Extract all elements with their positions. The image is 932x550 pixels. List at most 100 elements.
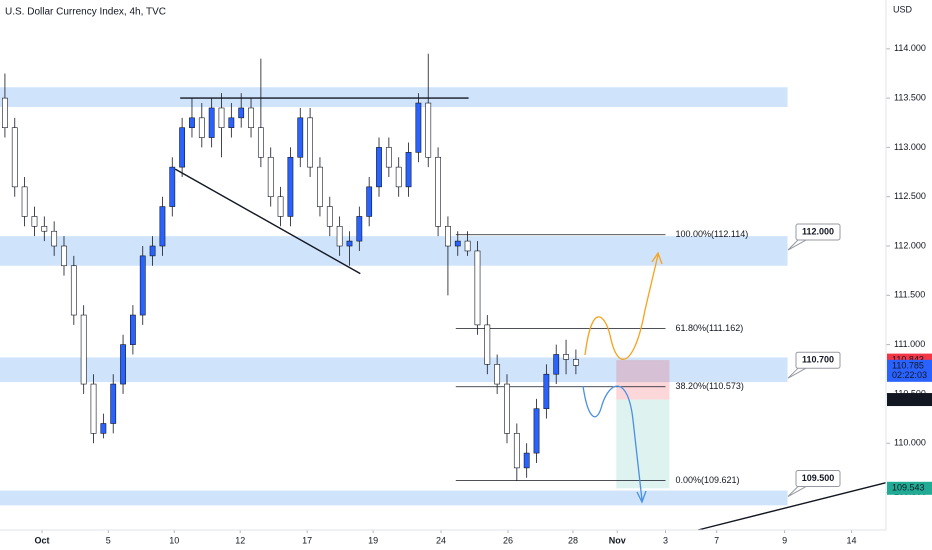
candle-body xyxy=(307,117,313,168)
candle-body xyxy=(513,433,520,469)
candle-body xyxy=(208,107,215,138)
candle-body xyxy=(100,423,107,434)
price-tag-label: 110.443 xyxy=(892,394,924,404)
price-tag-timer: 02:22:03 xyxy=(892,370,927,380)
x-tick-label: 14 xyxy=(847,535,857,545)
x-tick-label: 19 xyxy=(368,535,378,545)
chart-title: U.S. Dollar Currency Index, 4h, TVC xyxy=(5,7,166,18)
candle-body xyxy=(563,354,569,360)
candle-body xyxy=(385,147,392,168)
candle-body xyxy=(90,383,97,434)
x-tick-label: 24 xyxy=(436,535,446,545)
candle-body xyxy=(435,156,441,227)
callout-pointer xyxy=(787,365,807,379)
callout-label: 109.500 xyxy=(802,473,835,483)
candle-body xyxy=(474,250,481,326)
candle-body xyxy=(11,127,18,188)
callout-box xyxy=(795,470,841,488)
currency: USD xyxy=(893,4,913,14)
candle-body xyxy=(130,314,136,345)
candle-body xyxy=(445,225,451,247)
candle-body xyxy=(326,206,333,227)
candle-body xyxy=(484,324,491,365)
fib-label: 0.00%(109.621) xyxy=(675,475,739,485)
arrow-head xyxy=(651,251,663,265)
arrow-head xyxy=(636,490,647,504)
stop-zone xyxy=(616,360,670,400)
candle-body xyxy=(257,127,264,158)
callout-pointer xyxy=(787,484,807,497)
y-tick-label: 110.000 xyxy=(894,438,926,448)
x-tick-label: 17 xyxy=(302,535,312,545)
support-resistance-zone xyxy=(0,236,788,266)
candle-body xyxy=(120,344,126,385)
x-tick-label: 9 xyxy=(782,535,787,545)
candle-body xyxy=(543,373,550,410)
candle-body xyxy=(504,383,510,434)
x-tick-label: 3 xyxy=(663,535,668,545)
target-zone xyxy=(616,399,670,489)
candle-body xyxy=(494,364,501,385)
trendline xyxy=(697,481,887,531)
candle-body xyxy=(169,166,176,207)
trendline xyxy=(174,168,361,275)
candle-body xyxy=(356,216,363,242)
callout-pointer xyxy=(787,237,807,251)
y-tick-label: 111.000 xyxy=(894,339,925,349)
y-tick-label: 112.500 xyxy=(894,191,926,201)
support-resistance-zone xyxy=(0,87,788,107)
candle-body xyxy=(228,117,235,128)
candle-body xyxy=(238,107,245,119)
x-tick-label: 12 xyxy=(235,535,245,545)
candle-body xyxy=(149,245,156,257)
callout-box xyxy=(795,351,841,369)
y-tick-label: 113.500 xyxy=(894,92,926,102)
fib-label: 38.20%(110.573) xyxy=(675,381,743,391)
candle-body xyxy=(80,314,87,385)
candle-body xyxy=(553,354,560,375)
price-tag xyxy=(887,481,932,495)
y-tick-label: 114.000 xyxy=(894,43,926,53)
candle-body xyxy=(61,245,67,267)
candle-body xyxy=(159,206,166,247)
fib-label: 100.00%(112.114) xyxy=(675,229,748,239)
price-tag-label: 109.543 xyxy=(892,483,925,493)
candle-body xyxy=(297,117,304,158)
candle-body xyxy=(336,225,343,247)
candle-body xyxy=(51,230,58,247)
price-tag-label: 110.785 xyxy=(892,361,924,371)
x-tick-label: 7 xyxy=(714,535,719,545)
callout-label: 110.700 xyxy=(802,355,834,365)
y-tick-label: 113.000 xyxy=(894,142,926,152)
candle-body xyxy=(267,156,274,198)
candle-body xyxy=(139,255,146,316)
candle-body xyxy=(346,240,353,247)
candle-body xyxy=(366,186,373,217)
scenario-arrow-down xyxy=(582,385,643,501)
candle-body xyxy=(405,152,412,188)
candle-body xyxy=(415,102,422,153)
candle-body xyxy=(41,225,48,232)
candle-body xyxy=(218,107,225,128)
support-resistance-zone xyxy=(0,490,788,506)
candle-body xyxy=(317,166,323,207)
candle-body xyxy=(572,359,579,366)
price-tag xyxy=(887,359,932,382)
candle-body xyxy=(425,102,432,158)
x-tick-label: Oct xyxy=(35,535,50,545)
callout-box xyxy=(795,223,841,241)
price-tag-label: 110.843 xyxy=(892,354,924,364)
y-tick-label: 111.500 xyxy=(894,290,925,300)
candle-body xyxy=(376,147,382,188)
x-tick-label: 10 xyxy=(169,535,179,545)
candle-body xyxy=(454,240,461,247)
candle-body xyxy=(198,117,205,138)
candle-body xyxy=(179,127,186,168)
candle-body xyxy=(395,166,402,188)
x-tick-label: 5 xyxy=(106,535,111,545)
support-resistance-zone xyxy=(0,357,788,383)
x-tick-label: 26 xyxy=(503,535,513,545)
candle-body xyxy=(287,156,294,217)
